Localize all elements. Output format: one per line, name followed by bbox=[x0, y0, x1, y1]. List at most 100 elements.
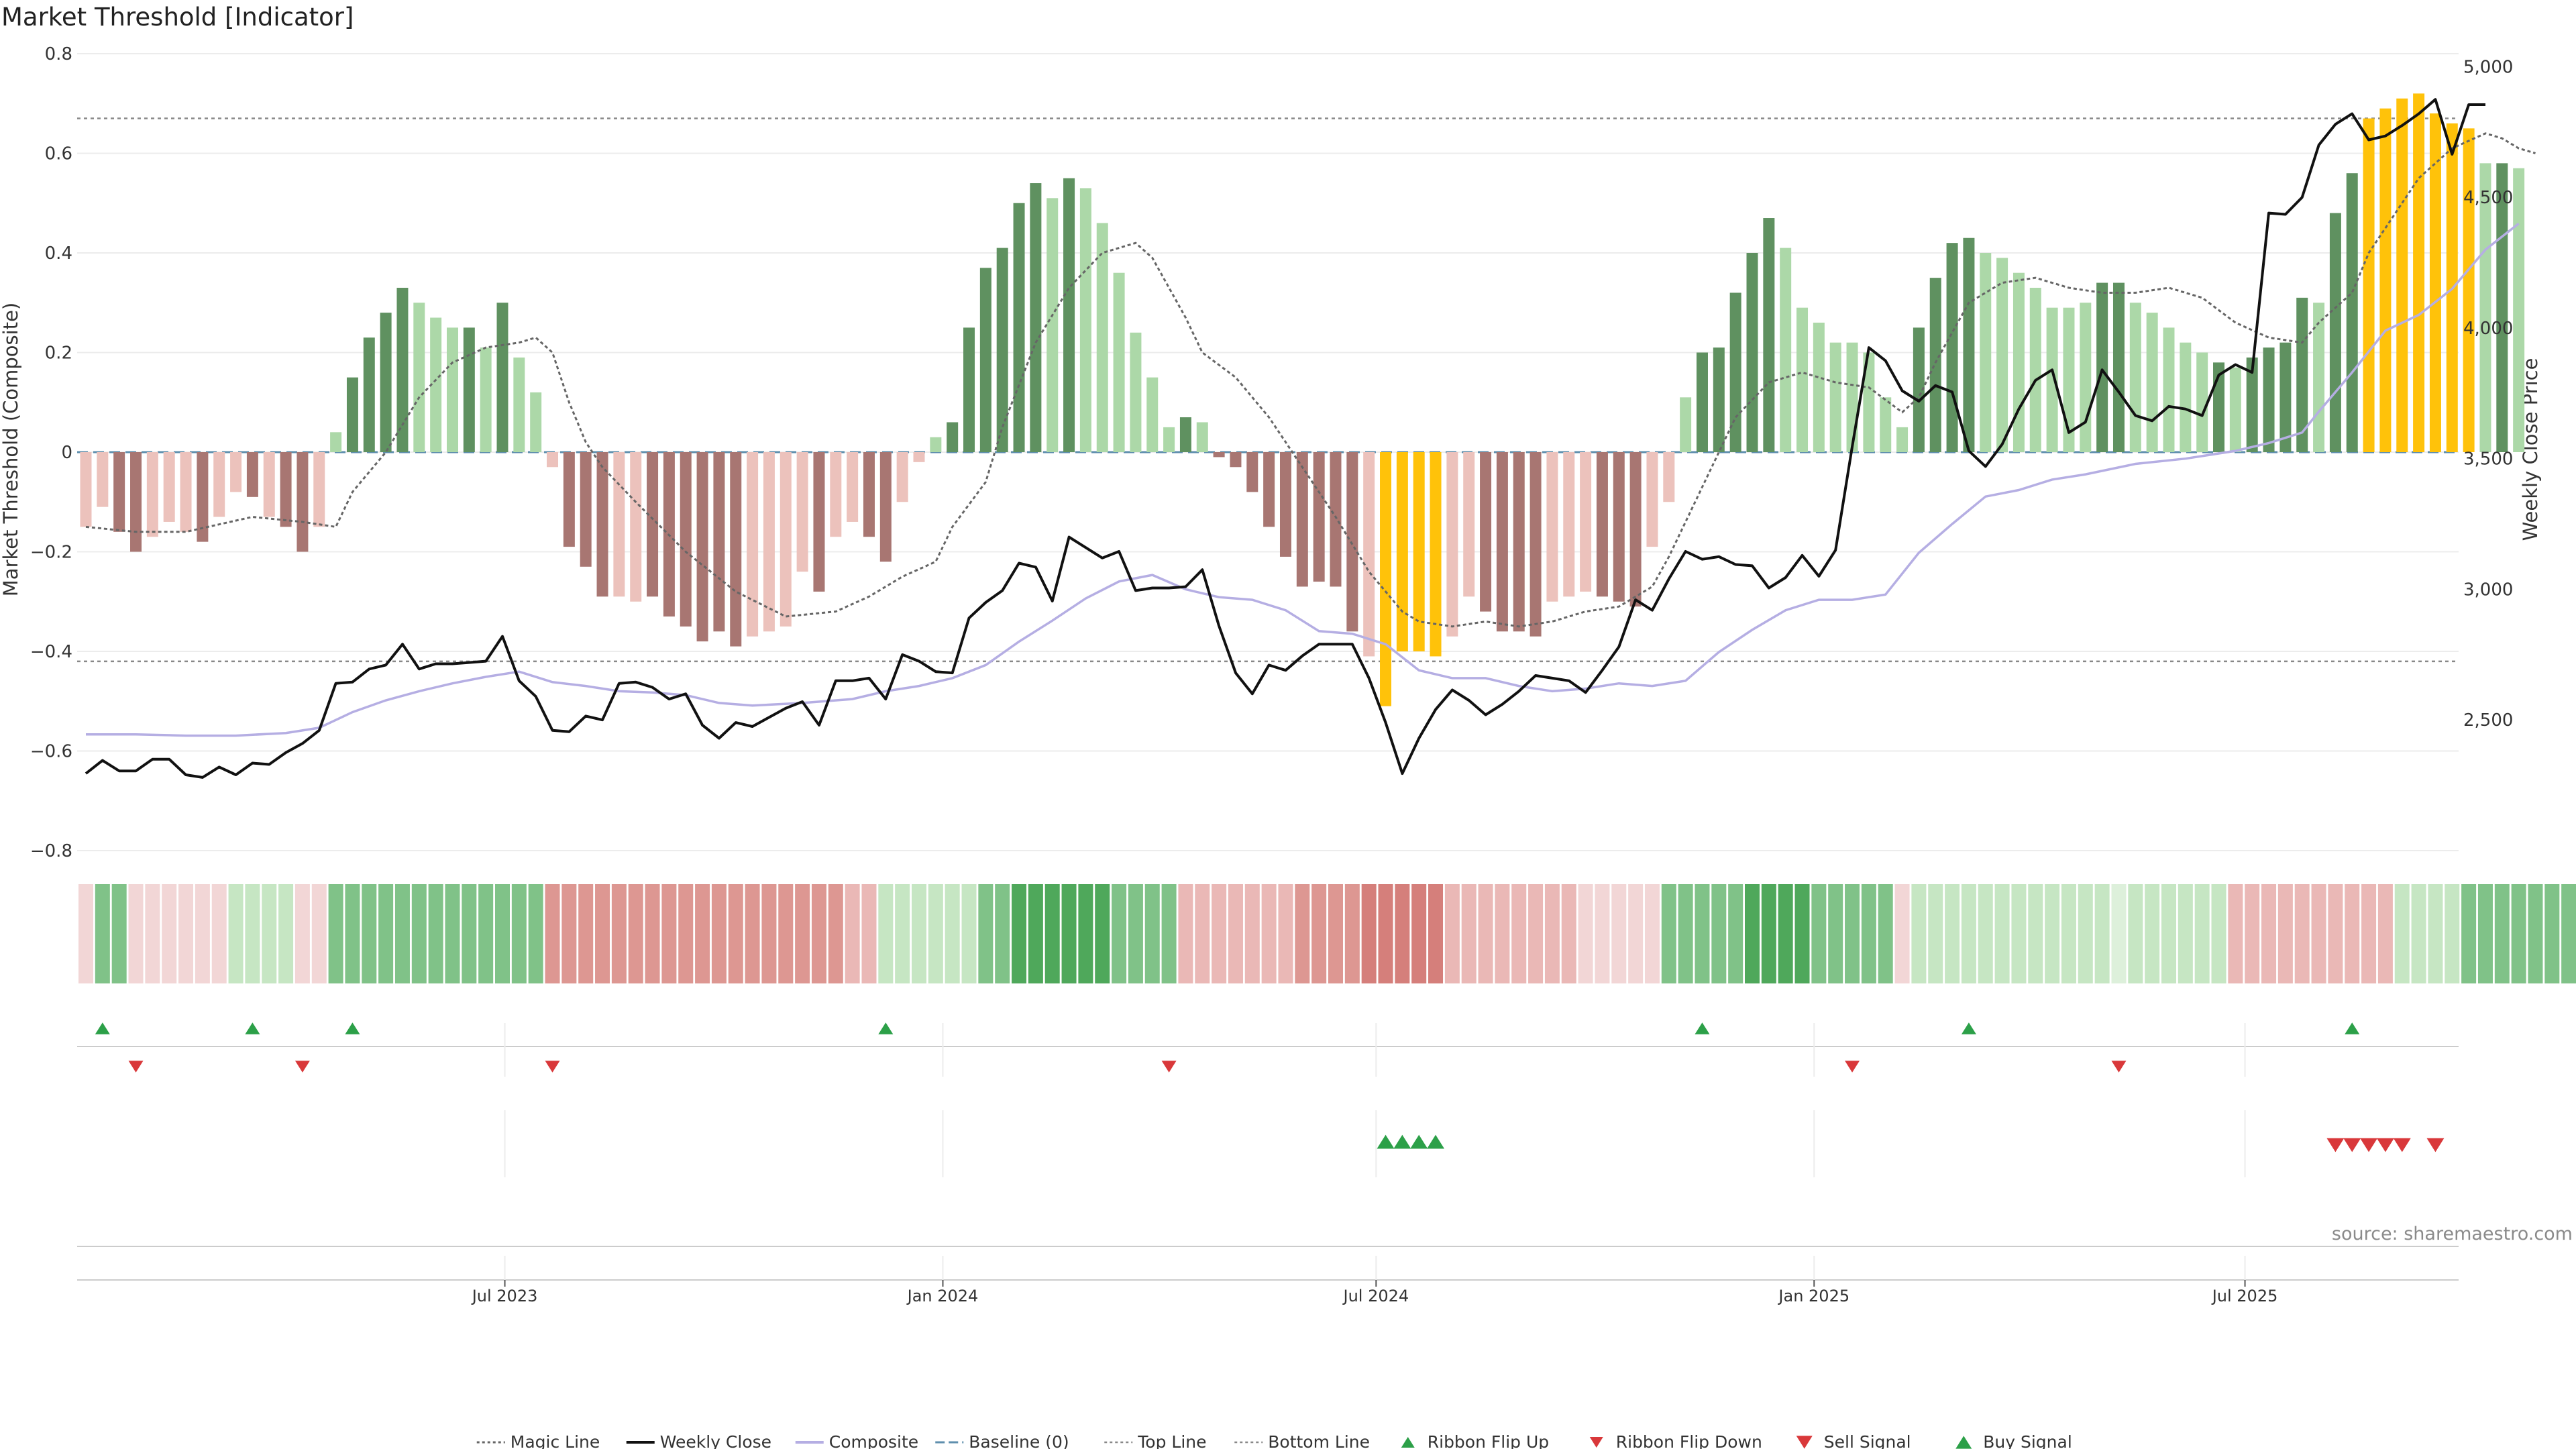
ribbon-cell bbox=[878, 884, 894, 983]
composite-bar bbox=[1613, 452, 1625, 602]
ribbon-cell bbox=[628, 884, 643, 983]
ribbon-cell bbox=[1861, 884, 1876, 983]
left-tick-label: 0.6 bbox=[45, 144, 72, 164]
ribbon-cell bbox=[162, 884, 177, 983]
ribbon-cell bbox=[2428, 884, 2443, 983]
composite-bar bbox=[2012, 272, 2025, 452]
ribbon-cell bbox=[1128, 884, 1143, 983]
composite-bar bbox=[1046, 198, 1059, 452]
composite-bar bbox=[1846, 342, 1858, 452]
ribbon-cell bbox=[595, 884, 610, 983]
ribbon-cell bbox=[761, 884, 777, 983]
composite-bar bbox=[979, 268, 991, 452]
left-tick-label: 0.8 bbox=[45, 44, 72, 64]
composite-bar bbox=[763, 452, 775, 632]
ribbon-cell bbox=[2411, 884, 2426, 983]
composite-bar bbox=[396, 287, 409, 452]
composite-bar bbox=[730, 452, 742, 647]
composite-bar bbox=[1729, 292, 1741, 452]
composite-bar bbox=[1980, 253, 1992, 452]
ribbon-cell bbox=[695, 884, 710, 983]
composite-bar bbox=[547, 452, 559, 468]
sell-signal-marker bbox=[2360, 1138, 2378, 1152]
composite-bar bbox=[2396, 98, 2408, 452]
composite-bar bbox=[1396, 452, 1408, 651]
ribbon-cell bbox=[2394, 884, 2410, 983]
composite-bar bbox=[1663, 452, 1675, 502]
composite-bar bbox=[1913, 327, 1925, 452]
ribbon-flip-up-marker bbox=[345, 1022, 360, 1034]
composite-bar bbox=[480, 347, 492, 452]
composite-bar bbox=[2063, 307, 2075, 452]
ribbon-cell bbox=[262, 884, 277, 983]
ribbon-cell bbox=[1945, 884, 1960, 983]
ribbon-cell bbox=[1161, 884, 1177, 983]
right-tick-label: 4,500 bbox=[2463, 188, 2513, 208]
ribbon-cell bbox=[511, 884, 527, 983]
source-note: source: sharemaestro.com bbox=[2332, 1224, 2573, 1244]
x-tick-label: Jul 2024 bbox=[1342, 1287, 1409, 1305]
composite-bar bbox=[1330, 452, 1342, 587]
ribbon-cell bbox=[2528, 884, 2543, 983]
right-tick-label: 4,000 bbox=[2463, 319, 2513, 339]
ribbon-cell bbox=[528, 884, 543, 983]
composite-bars bbox=[80, 93, 2525, 706]
composite-bar bbox=[1896, 427, 1909, 452]
ribbon-cell bbox=[2178, 884, 2193, 983]
ribbon-cell bbox=[811, 884, 826, 983]
ribbon-cell bbox=[995, 884, 1010, 983]
ribbon-cell bbox=[1428, 884, 1444, 983]
ribbon-cell bbox=[2361, 884, 2377, 983]
composite-bar bbox=[1363, 452, 1375, 657]
composite-bar bbox=[1463, 452, 1475, 597]
sell-signal-marker bbox=[2326, 1138, 2345, 1152]
composite-bar bbox=[446, 327, 458, 452]
composite-bar bbox=[1196, 422, 1208, 452]
ribbon-cell bbox=[2294, 884, 2310, 983]
ribbon-cell bbox=[2094, 884, 2110, 983]
ribbon-cell bbox=[2277, 884, 2293, 983]
ribbon-cell bbox=[2194, 884, 2210, 983]
ribbon-cell bbox=[1295, 884, 1310, 983]
ribbon-cell bbox=[2461, 884, 2477, 983]
ribbon-cell bbox=[1761, 884, 1776, 983]
ribbon-cell bbox=[845, 884, 860, 983]
composite-bar bbox=[1296, 452, 1308, 587]
composite-bar bbox=[430, 317, 442, 452]
ribbon-cell bbox=[2211, 884, 2226, 983]
ribbon-cell bbox=[1311, 884, 1327, 983]
ribbon-cell bbox=[711, 884, 727, 983]
composite-bar bbox=[2163, 327, 2175, 452]
composite-bar bbox=[1279, 452, 1291, 557]
composite-bar bbox=[1780, 248, 1792, 452]
ribbon-cell bbox=[278, 884, 294, 983]
composite-bar bbox=[1880, 397, 1892, 452]
composite-bar bbox=[2229, 367, 2241, 452]
ribbon-cell bbox=[2544, 884, 2560, 983]
ribbon-cell bbox=[1544, 884, 1560, 983]
ribbon-cell bbox=[1978, 884, 1993, 983]
composite-bar bbox=[197, 452, 209, 542]
composite-bar bbox=[2479, 163, 2491, 452]
ribbon-flip-down-marker bbox=[2111, 1061, 2127, 1073]
ribbon-cell bbox=[294, 884, 310, 983]
composite-bar bbox=[2112, 282, 2125, 452]
ribbon-cell bbox=[462, 884, 477, 983]
ribbon-cell bbox=[345, 884, 360, 983]
ribbon-cell bbox=[362, 884, 377, 983]
ribbon-cell bbox=[195, 884, 210, 983]
ribbon-cell bbox=[95, 884, 110, 983]
composite-bar bbox=[1580, 452, 1592, 592]
ribbon-cell bbox=[1395, 884, 1410, 983]
ribbon-cell bbox=[1112, 884, 1127, 983]
legend-label: Ribbon Flip Up bbox=[1428, 1432, 1549, 1449]
legend-symbol bbox=[1401, 1437, 1415, 1448]
sell-signal-marker bbox=[2343, 1138, 2361, 1152]
ribbon-cell bbox=[1878, 884, 1893, 983]
composite-bar bbox=[1413, 452, 1425, 651]
composite-bar bbox=[2429, 113, 2441, 452]
composite-bar bbox=[113, 452, 125, 532]
ribbon-cell bbox=[1478, 884, 1493, 983]
ribbon-cell bbox=[945, 884, 960, 983]
composite-bar bbox=[913, 452, 925, 462]
